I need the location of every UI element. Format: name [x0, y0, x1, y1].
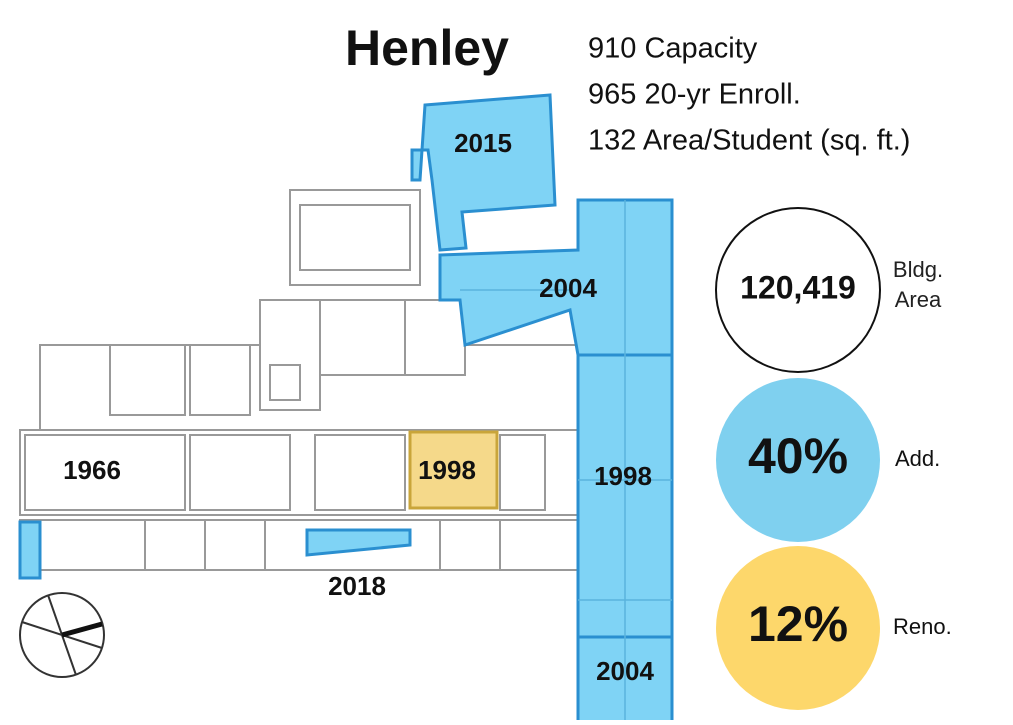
stat: 910 Capacity [588, 33, 758, 65]
floor-plan [20, 190, 580, 570]
metric-label: Add. [895, 446, 940, 471]
compass [20, 593, 104, 677]
section-label: 2004 [596, 656, 654, 686]
metric-label: Reno. [893, 614, 952, 639]
section-label: 1998 [594, 461, 652, 491]
section-label: 1998 [418, 455, 476, 485]
metric-label-box: Bldg. Area [888, 255, 978, 325]
title: Henley [345, 20, 509, 76]
section-label: 2015 [454, 128, 512, 158]
page: Henley 910 Capacity 965 20-yr Enroll. 13… [0, 0, 1013, 720]
metric-label: Bldg. Area [888, 255, 948, 315]
section-label: 2018 [328, 571, 386, 601]
infographic: Henley 910 Capacity 965 20-yr Enroll. 13… [0, 0, 1013, 720]
metric-value: 12% [748, 596, 848, 652]
metric-value: 40% [748, 428, 848, 484]
stat: 132 Area/Student (sq. ft.) [588, 125, 910, 157]
section-label: 1966 [63, 455, 121, 485]
section-label: 2004 [539, 273, 597, 303]
stat: 965 20-yr Enroll. [588, 79, 801, 111]
metric-value: 120,419 [740, 269, 856, 305]
